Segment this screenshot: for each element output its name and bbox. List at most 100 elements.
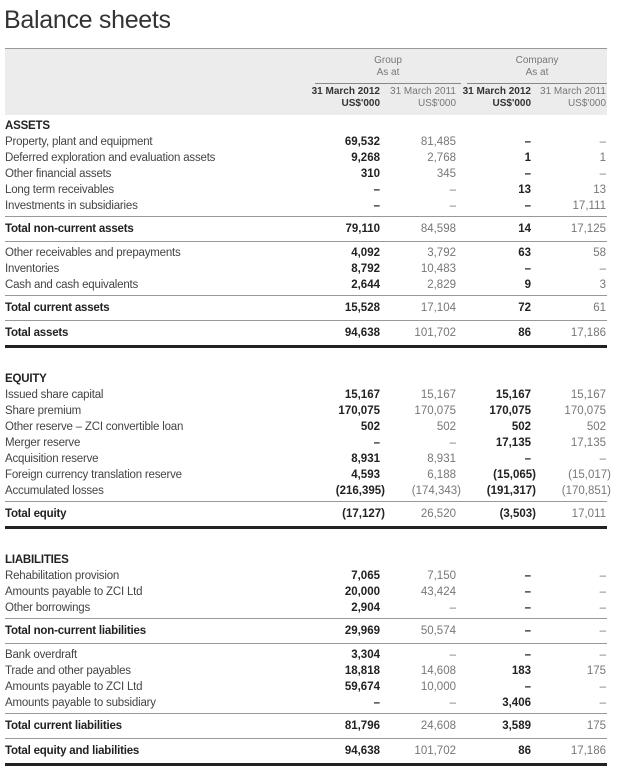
value-text: – [599,136,606,148]
value-text: 2,904 [351,602,380,614]
divider [5,713,607,714]
section-spacer [5,348,607,368]
row-label: Total current liabilities [5,720,122,732]
value-text: (170,851) [561,485,611,497]
row-label: Total equity and liabilities [5,745,140,757]
table-row: Amounts payable to subsidiary – – 3,406 – [5,695,607,711]
row-value: 170,075 [310,403,380,419]
row-value: 86 [456,739,531,763]
row-label: Other financial assets [5,168,112,180]
value-text: 20,000 [344,586,380,598]
section-spacer [5,529,607,549]
value-text: 18,818 [344,665,380,677]
group-as-at: As at [376,67,400,78]
value-text: 94,638 [344,745,380,757]
row-value: 502 [531,419,606,435]
value-text: 15,167 [420,389,456,401]
row-value: 3,406 [456,695,531,711]
row-value: 84,598 [380,217,456,241]
row-label: Amounts payable to ZCI Ltd [5,586,143,598]
row-value: 345 [380,166,456,182]
row-value: – [456,134,531,150]
group-header: Group As at [315,55,461,84]
section-liabilities: LIABILITIES [5,549,607,568]
value-text: 2,829 [427,279,456,291]
value-text: – [524,453,531,465]
row-value: (15,065) [456,467,536,483]
value-text: 310 [360,168,380,180]
table-row: Share premium 170,075 170,075 170,075 170,07… [5,403,607,419]
section-heading: ASSETS [5,118,607,134]
row-value: 502 [380,419,456,435]
column-header: 31 March 2011 US$'000 [540,86,606,109]
row-value: 3,589 [456,714,531,738]
row-value: (174,343) [380,483,461,499]
value-text: – [599,681,606,693]
value-text: – [373,697,380,709]
value-text: 15,167 [344,389,380,401]
section-equity: EQUITY [5,368,607,387]
row-value: 7,150 [380,568,456,584]
row-label: Issued share capital [5,389,104,401]
row-label: Merger reserve [5,437,81,449]
value-text: – [524,168,531,180]
row-value: 170,075 [456,403,531,419]
value-text: 3 [599,279,606,291]
divider [5,501,607,502]
row-value: – [531,600,606,616]
row-value: – [380,435,456,451]
value-text: 17,135 [570,437,606,449]
value-text: 63 [518,247,531,259]
value-text: – [449,184,456,196]
value-text: 17,186 [570,745,606,757]
value-text: 8,931 [427,453,456,465]
row-value: 170,075 [531,403,606,419]
value-text: 2,768 [427,152,456,164]
value-text: 345 [436,168,456,180]
row-label: Bank overdraft [5,649,77,661]
table-row: Other financial assets 310 345 – – [5,166,607,182]
thick-divider [5,526,607,529]
table-row: Rehabilitation provision 7,065 7,150 – – [5,568,607,584]
table-row: Property, plant and equipment 69,532 81,48… [5,134,607,150]
value-text: – [524,681,531,693]
value-text: 15,167 [495,389,531,401]
row-value: – [456,584,531,600]
row-value: 6,188 [380,467,456,483]
row-value: 63 [456,245,531,261]
row-label: Other receivables and prepayments [5,247,181,259]
divider [5,241,607,242]
row-value: 69,532 [310,134,380,150]
row-value: 26,520 [380,502,456,526]
value-text: 9 [524,279,531,291]
row-value: 502 [310,419,380,435]
value-text: 17,111 [572,200,606,212]
row-label: Inventories [5,263,60,275]
row-value: 81,485 [380,134,456,150]
row-value: 7,065 [310,568,380,584]
row-value: 17,186 [531,739,606,763]
value-text: 17,104 [420,302,456,314]
table-row: Amounts payable to ZCI Ltd 59,674 10,000 – – [5,679,607,695]
row-label: Total current assets [5,302,110,314]
row-value: 43,424 [380,584,456,600]
divider [5,643,607,644]
value-text: 72 [518,302,531,314]
value-text: 17,125 [570,223,606,235]
value-text: 7,065 [351,570,380,582]
value-text: 50,574 [420,625,456,637]
value-text: – [599,263,606,275]
row-value: 13 [456,182,531,198]
value-text: – [524,136,531,148]
value-text: – [524,570,531,582]
row-value: (17,127) [310,502,385,526]
table-row: Merger reserve – – 17,135 17,135 [5,435,607,451]
row-value: – [456,451,531,467]
value-text: – [524,263,531,275]
value-text: (191,317) [486,485,536,497]
value-text: – [599,697,606,709]
row-value: – [531,695,606,711]
row-value: 59,674 [310,679,380,695]
table-row: Investments in subsidiaries – – – 17,111 [5,198,607,214]
section-heading: LIABILITIES [5,552,607,568]
